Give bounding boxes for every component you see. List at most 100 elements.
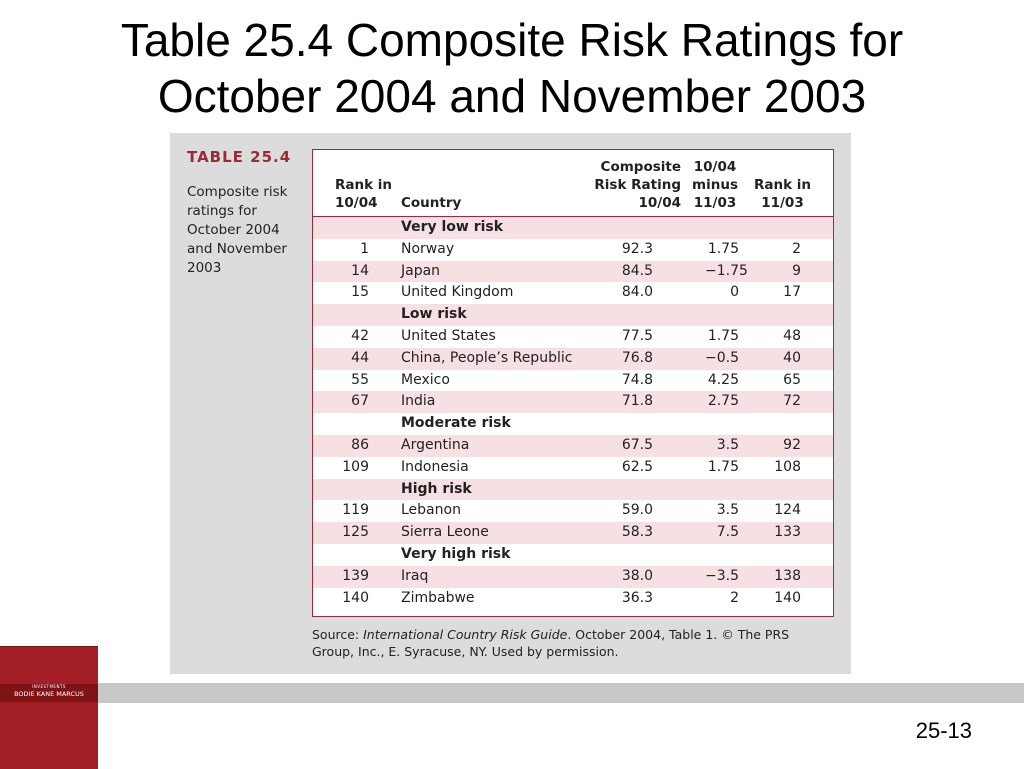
cell-composite: 84.5 — [621, 262, 653, 279]
cell-country: Norway — [401, 240, 455, 257]
cell-diff: 3.5 — [716, 436, 739, 453]
header-line: 11/03 — [693, 195, 737, 211]
cell-composite: 62.5 — [621, 458, 653, 475]
table-row: 15 United Kingdom 84.0 0 17 — [313, 282, 833, 305]
footer-band — [98, 683, 1024, 703]
cell-rank-11-03: 140 — [774, 589, 801, 606]
cell-rank-10-04: 1 — [360, 240, 369, 257]
cell-rank-10-04: 14 — [351, 262, 369, 279]
header-line: 10/04 — [335, 195, 378, 211]
header-country: Country — [401, 194, 461, 212]
cell-rank-10-04: 67 — [351, 393, 369, 410]
header-difference: 10/04 minus 11/03 — [692, 158, 738, 212]
cell-diff: 2.75 — [707, 393, 739, 410]
cell-country: Sierra Leone — [401, 524, 489, 541]
cell-rank-11-03: 108 — [774, 458, 801, 475]
cell-diff: 0 — [730, 284, 739, 301]
cell-country: China, People’s Republic — [401, 349, 573, 366]
cell-diff: −1.75 — [705, 262, 748, 279]
table-row: 67 India 71.8 2.75 72 — [313, 391, 833, 414]
table-label: TABLE 25.4 — [187, 148, 292, 166]
cell-composite: 59.0 — [621, 502, 653, 519]
cell-diff: 3.5 — [716, 502, 739, 519]
cell-rank-11-03: 40 — [783, 349, 801, 366]
header-line: Rank in — [335, 177, 393, 193]
group-label: Low risk — [401, 306, 467, 323]
cell-diff: 7.5 — [716, 524, 739, 541]
cell-composite: 92.3 — [621, 240, 653, 257]
table-panel: TABLE 25.4 Composite risk ratings for Oc… — [170, 133, 851, 674]
cell-diff: 2 — [730, 589, 739, 606]
cell-rank-11-03: 65 — [783, 371, 801, 388]
caption-line: ratings for — [187, 203, 257, 219]
header-line: 10/04 — [638, 195, 681, 211]
header-line: minus — [692, 177, 738, 193]
table-header: Rank in 10/04 Country Composite Risk Rat… — [313, 150, 833, 217]
header-line: 11/03 — [761, 195, 804, 211]
header-line: Country — [401, 195, 462, 211]
cell-rank-11-03: 124 — [774, 502, 801, 519]
table-row: 140 Zimbabwe 36.3 2 140 — [313, 587, 833, 610]
caption-line: October 2004 — [187, 222, 280, 238]
table-row: 42 United States 77.5 1.75 48 — [313, 325, 833, 348]
cell-country: United Kingdom — [401, 284, 514, 301]
header-rank-11-03: Rank in 11/03 — [754, 176, 811, 212]
cell-rank-10-04: 15 — [351, 284, 369, 301]
cell-diff: −3.5 — [705, 567, 739, 584]
cell-diff: 1.75 — [707, 458, 739, 475]
cell-rank-10-04: 86 — [351, 436, 369, 453]
cell-rank-11-03: 138 — [774, 567, 801, 584]
group-row: Moderate risk — [313, 413, 833, 435]
slide-title-line-1: Table 25.4 Composite Risk Ratings for — [120, 14, 904, 66]
header-composite-rating: Composite Risk Rating 10/04 — [594, 158, 681, 212]
table-row: 44 China, People’s Republic 76.8 −0.5 40 — [313, 347, 833, 370]
cell-country: India — [401, 393, 436, 410]
cell-rank-10-04: 119 — [342, 502, 369, 519]
book-cover-series: INVESTMENTS — [32, 684, 66, 689]
book-cover-logo: INVESTMENTS BODIE KANE MARCUS — [0, 646, 98, 769]
source-title: International Country Risk Guide — [363, 627, 568, 642]
cell-composite: 84.0 — [621, 284, 653, 301]
table-row: 14 Japan 84.5 −1.75 9 — [313, 260, 833, 283]
group-label: Moderate risk — [401, 415, 511, 432]
header-line: Risk Rating — [594, 177, 681, 193]
cell-country: Indonesia — [401, 458, 469, 475]
cell-country: Lebanon — [401, 502, 461, 519]
cell-country: Iraq — [401, 567, 429, 584]
group-row: Very low risk — [313, 217, 833, 239]
cell-composite: 67.5 — [621, 436, 653, 453]
cell-composite: 58.3 — [621, 524, 653, 541]
cell-rank-10-04: 42 — [351, 327, 369, 344]
book-cover-authors: BODIE KANE MARCUS — [14, 690, 84, 698]
group-label: Very low risk — [401, 219, 504, 235]
cell-composite: 38.0 — [621, 567, 653, 584]
header-line: Composite — [600, 159, 681, 175]
cell-rank-11-03: 9 — [792, 262, 801, 279]
cell-rank-11-03: 72 — [783, 393, 801, 410]
cell-rank-11-03: 17 — [783, 284, 801, 301]
source-suffix: . October 2004, Table 1. © The PRS Group… — [312, 627, 790, 659]
table-row: 1 Norway 92.3 1.75 2 — [313, 238, 833, 261]
caption-line: Composite risk — [187, 184, 288, 200]
group-label: Very high risk — [401, 545, 511, 562]
book-cover-tag: INVESTMENTS BODIE KANE MARCUS — [0, 684, 98, 702]
cell-rank-11-03: 92 — [783, 436, 801, 453]
cell-country: Zimbabwe — [401, 589, 475, 606]
cell-country: United States — [401, 327, 496, 344]
cell-composite: 77.5 — [621, 327, 653, 344]
table-row: 119 Lebanon 59.0 3.5 124 — [313, 500, 833, 523]
slide-title-line-2: October 2004 and November 2003 — [157, 70, 867, 122]
cell-rank-11-03: 2 — [792, 240, 801, 257]
cell-composite: 76.8 — [621, 349, 653, 366]
cell-composite: 71.8 — [621, 393, 653, 410]
page-number: 25-13 — [915, 718, 972, 743]
header-line: Rank in — [753, 177, 811, 193]
cell-rank-11-03: 133 — [774, 524, 801, 541]
table-body: Very low risk 1 Norway 92.3 1.75 2 14 Japan 84.5… — [313, 217, 833, 610]
cell-rank-10-04: 109 — [342, 458, 369, 475]
group-row: High risk — [313, 478, 833, 501]
caption-line: and November — [187, 241, 287, 257]
cell-rank-10-04: 55 — [351, 371, 369, 388]
cell-diff: 1.75 — [707, 240, 739, 257]
group-label: High risk — [401, 480, 472, 497]
